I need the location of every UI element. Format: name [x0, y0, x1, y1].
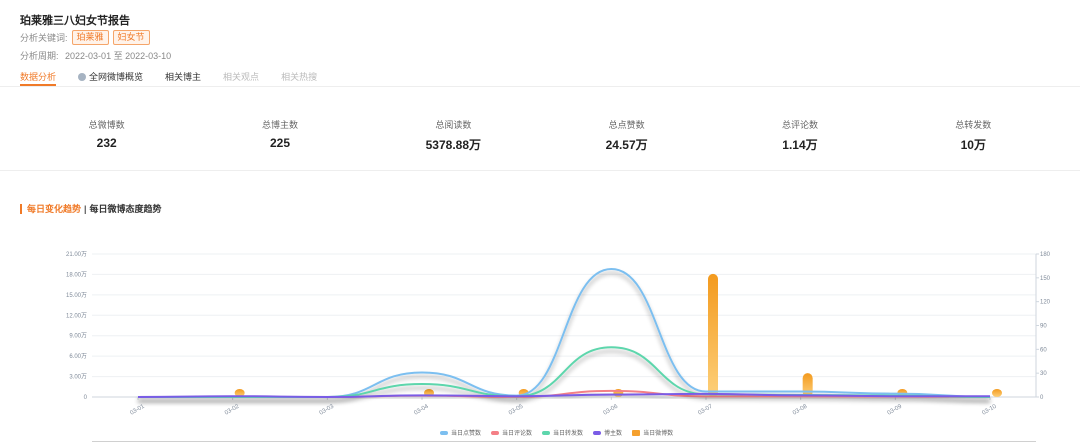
bar-daily-weibo — [992, 389, 1002, 397]
stats-row: 总微博数 232 总博主数 225 总阅读数 5378.88万 总点赞数 24.… — [20, 118, 1060, 153]
bar-daily-weibo — [708, 273, 718, 397]
tab-label: 全网微博概览 — [89, 72, 144, 82]
y-right-tick-label: 150 — [1040, 276, 1051, 282]
x-tick-label: 03-02 — [224, 403, 241, 416]
legend-swatch — [593, 430, 602, 435]
section-accent-bar — [20, 203, 22, 214]
stat-total-reads: 总阅读数 5378.88万 — [367, 118, 540, 153]
legend-label: 博主数 — [604, 431, 623, 437]
stat-total-bloggers: 总博主数 225 — [193, 118, 366, 153]
series-line — [138, 346, 991, 398]
bar-daily-weibo — [234, 389, 245, 397]
stat-value: 10万 — [960, 138, 986, 152]
tab-related-views[interactable]: 相关观点 — [223, 72, 260, 82]
y-right-tick-label: 0 — [1040, 395, 1044, 401]
section-title: 每日变化趋势 | 每日微博态度趋势 — [20, 202, 162, 215]
daily-trend-chart: 0 3.00万 6.00万 9.00万 12.00万 15.00万 18.00万 21.00万… — [66, 251, 1051, 417]
x-tick-label: 03-07 — [697, 403, 714, 416]
y-right-tick-label: 90 — [1040, 324, 1047, 330]
y-right-tick-label: 120 — [1040, 300, 1051, 306]
x-tick-label: 03-08 — [792, 403, 809, 416]
tab-related-trends[interactable]: 相关热搜 — [281, 72, 318, 82]
stat-label: 总阅读数 — [435, 120, 472, 130]
legend-item[interactable]: 当日点赞数 — [440, 428, 481, 437]
x-tick-label: 03-10 — [981, 403, 998, 416]
x-tick-label: 03-06 — [603, 403, 620, 416]
period-label: 分析周期: — [20, 51, 59, 61]
series-line — [137, 392, 990, 399]
section-separator: | — [84, 203, 87, 214]
legend-label: 当日微博数 — [643, 431, 674, 437]
x-tick-label: 03-04 — [413, 403, 430, 416]
y-left-tick-label: 3.00万 — [69, 374, 87, 381]
x-tick-label: 03-05 — [508, 403, 525, 416]
keywords-row: 分析关键词: 珀莱雅 妇女节 — [20, 30, 150, 45]
y-right-tick-label: 180 — [1040, 252, 1051, 258]
chart-scroll-track — [92, 441, 1036, 442]
legend-item[interactable]: 当日微博数 — [632, 428, 673, 437]
tab-data-analysis[interactable]: 数据分析 — [20, 70, 57, 86]
bar-daily-weibo — [802, 373, 813, 397]
stat-label: 总点赞数 — [608, 120, 645, 130]
y-left-tick-label: 21.00万 — [66, 251, 87, 258]
stat-label: 总评论数 — [781, 120, 818, 130]
stat-label: 总转发数 — [955, 120, 992, 130]
legend-swatch — [542, 430, 551, 435]
stat-total-reposts: 总转发数 10万 — [887, 118, 1060, 153]
stat-total-weibo: 总微博数 232 — [20, 118, 193, 153]
stat-value: 24.57万 — [605, 138, 648, 152]
stat-value: 1.14万 — [782, 138, 818, 152]
legend-item[interactable]: 博主数 — [593, 428, 622, 437]
section-tab-daily-trend[interactable]: 每日变化趋势 — [27, 204, 82, 214]
stat-value: 5378.88万 — [425, 138, 482, 152]
tab-weibo-overview[interactable]: 全网微博概览 — [78, 70, 143, 86]
report-tabs: 数据分析 全网微博概览 相关博主 相关观点 相关热搜 — [20, 70, 339, 86]
keyword-tag: 妇女节 — [112, 30, 150, 45]
y-left-tick-label: 0 — [84, 395, 88, 401]
legend-swatch — [491, 430, 500, 435]
series-line — [138, 267, 991, 398]
stat-label: 总微博数 — [88, 120, 125, 130]
section-tab-attitude-trend[interactable]: 每日微博态度趋势 — [89, 204, 162, 214]
y-left-tick-label: 15.00万 — [66, 292, 87, 299]
stat-total-likes: 总点赞数 24.57万 — [540, 118, 713, 153]
legend-label: 当日评论数 — [502, 431, 533, 437]
y-left-tick-label: 12.00万 — [66, 312, 87, 319]
tab-related-bloggers[interactable]: 相关博主 — [165, 72, 202, 82]
tabs-divider — [0, 86, 1080, 87]
period-row: 分析周期: 2022-03-01 至 2022-03-10 — [20, 49, 171, 62]
stat-value: 232 — [96, 136, 117, 150]
stat-total-comments: 总评论数 1.14万 — [713, 118, 886, 153]
stat-label: 总博主数 — [261, 120, 298, 130]
keywords-label: 分析关键词: — [20, 33, 68, 43]
legend-item[interactable]: 当日转发数 — [542, 428, 583, 437]
y-left-tick-label: 6.00万 — [69, 353, 87, 360]
y-left-tick-label: 9.00万 — [69, 333, 87, 340]
y-left-tick-label: 18.00万 — [66, 271, 87, 278]
stats-divider — [0, 170, 1080, 171]
legend-item[interactable]: 当日评论数 — [491, 428, 532, 437]
x-tick-label: 03-03 — [319, 403, 336, 416]
legend-label: 当日转发数 — [553, 431, 584, 437]
chart-legend: 当日点赞数 当日评论数 当日转发数 博主数 当日微博数 — [440, 428, 683, 437]
x-tick-label: 03-01 — [129, 403, 146, 416]
legend-label: 当日点赞数 — [451, 431, 482, 437]
legend-swatch — [632, 429, 641, 436]
x-tick-label: 03-09 — [887, 403, 904, 416]
overview-dot-icon — [78, 73, 87, 81]
y-right-tick-label: 30 — [1040, 371, 1047, 377]
period-value: 2022-03-01 至 2022-03-10 — [65, 51, 172, 61]
stat-value: 225 — [269, 136, 290, 150]
report-title: 珀莱雅三八妇女节报告 — [20, 15, 130, 27]
legend-swatch — [440, 430, 448, 435]
keyword-tag: 珀莱雅 — [71, 30, 109, 45]
y-right-tick-label: 60 — [1040, 347, 1047, 353]
